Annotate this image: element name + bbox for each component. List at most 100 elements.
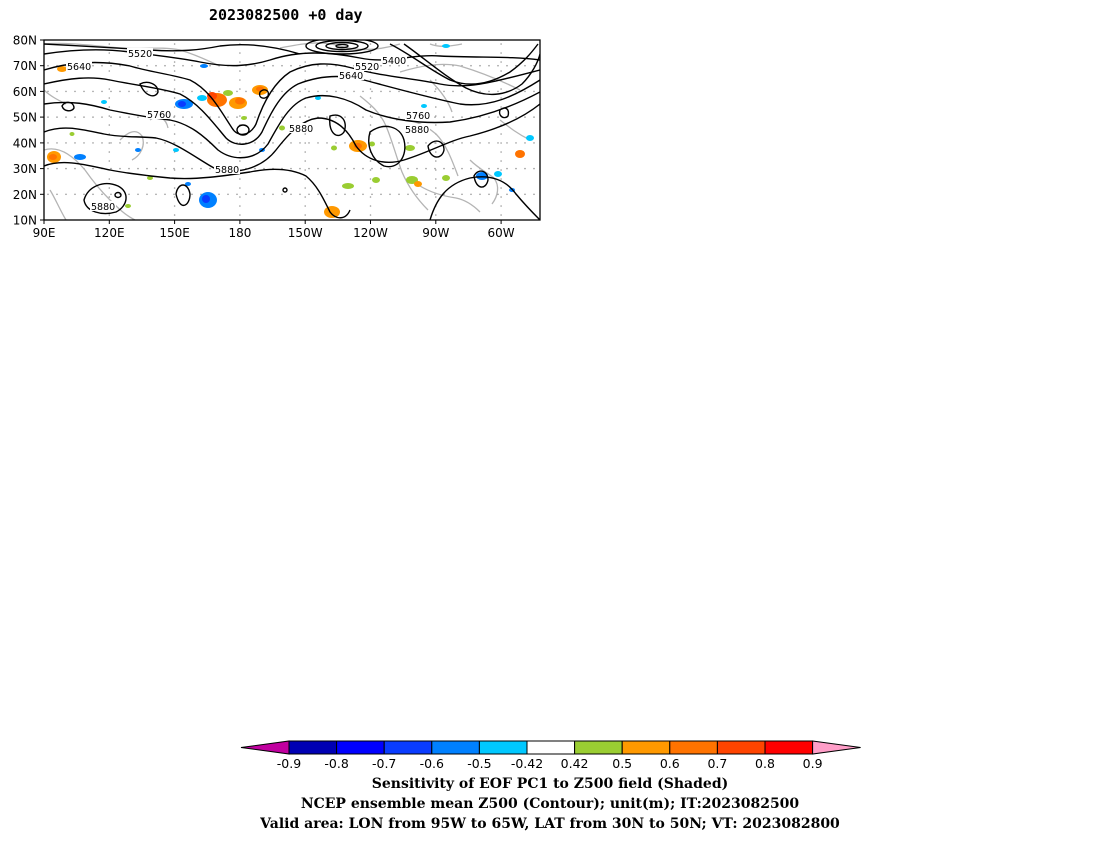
grid-dot xyxy=(369,214,372,216)
lon-label: 90E xyxy=(33,226,56,240)
lon-label: 90W xyxy=(422,226,449,240)
grid-dot xyxy=(164,193,166,196)
grid-dot xyxy=(308,193,310,196)
lat-label: 40N xyxy=(13,136,37,150)
grid-dot xyxy=(254,142,256,144)
grid-dot xyxy=(470,167,472,170)
grid-dot xyxy=(74,90,76,93)
grid-dot xyxy=(239,151,241,153)
contour-label: 5520 xyxy=(128,49,152,60)
grid-dot xyxy=(362,116,364,118)
grid-dot xyxy=(173,79,176,81)
grid-dot xyxy=(110,167,112,170)
grid-dot xyxy=(173,61,176,63)
grid-dot xyxy=(191,193,193,196)
grid-dot xyxy=(524,64,526,67)
grid-dot xyxy=(407,64,409,67)
grid-dot xyxy=(380,193,382,196)
grid-dot xyxy=(533,193,535,196)
grid-dot xyxy=(108,187,111,189)
grid-dot xyxy=(173,133,176,135)
grid-dot xyxy=(369,79,372,81)
grid-dot xyxy=(83,90,85,93)
colorbar-box xyxy=(621,740,671,755)
grid-dot xyxy=(92,64,94,67)
grid-dot xyxy=(92,167,94,170)
grid-dot xyxy=(254,64,256,67)
grid-dot xyxy=(227,193,229,196)
grid-dot xyxy=(164,167,166,170)
colorbar-box xyxy=(383,740,433,755)
colorbar-box xyxy=(288,740,338,755)
grid-dot xyxy=(506,167,508,170)
grid-dot xyxy=(108,142,111,144)
caption-line-3: Valid area: LON from 95W to 65W, LAT fro… xyxy=(260,816,840,832)
grid-dot xyxy=(218,193,220,196)
contour-label: 5520 xyxy=(355,62,379,73)
colorbar-label: 0.7 xyxy=(707,756,727,771)
grid-dot xyxy=(317,142,319,144)
grid-dot xyxy=(272,142,274,144)
lat-label: 80N xyxy=(13,34,37,48)
grid-dot xyxy=(137,142,139,144)
grid-dot xyxy=(304,196,307,198)
grid-dot xyxy=(128,193,130,196)
grid-dot xyxy=(173,106,176,108)
grid-dot xyxy=(500,43,502,45)
grid-dot xyxy=(74,167,76,170)
lat-label: 10N xyxy=(13,214,37,228)
grid-dot xyxy=(304,205,307,207)
grid-dot xyxy=(308,167,310,170)
grid-dot xyxy=(137,90,139,93)
grid-dot xyxy=(254,193,256,196)
grid-dot xyxy=(326,193,328,196)
grid-dot xyxy=(65,142,67,144)
grid-dot xyxy=(435,214,437,216)
lat-label: 70N xyxy=(13,59,37,73)
grid-dot xyxy=(272,90,274,93)
colorbar-label: 0.42 xyxy=(561,756,589,771)
grid-dot xyxy=(119,167,121,170)
grid-dot xyxy=(500,106,502,108)
grid-dot xyxy=(263,193,265,196)
colorbar-box xyxy=(574,740,623,755)
grid-dot xyxy=(239,205,241,207)
grid-dot xyxy=(65,90,67,93)
grid-dot xyxy=(304,61,307,63)
grid-dot xyxy=(299,64,301,67)
grid-dot xyxy=(452,116,454,118)
grid-dot xyxy=(470,64,472,67)
grid-dot xyxy=(407,193,409,196)
grid-dot xyxy=(108,151,111,153)
grid-dot xyxy=(108,160,111,162)
grid-dot xyxy=(173,97,176,99)
grid-dot xyxy=(56,90,58,93)
grid-dot xyxy=(479,64,481,67)
grid-dot xyxy=(524,142,526,144)
colorbar-labels: -0.9 -0.8 -0.7 -0.6 -0.5 -0.42 0.42 0.5 … xyxy=(277,756,823,771)
grid-dot xyxy=(128,90,130,93)
grid-dot xyxy=(435,106,437,108)
map-title: 2023082500 +0 day xyxy=(209,6,363,24)
grid-dot xyxy=(515,64,517,67)
grid-dot xyxy=(108,115,111,117)
grid-dot xyxy=(146,167,148,170)
grid-dot xyxy=(344,193,346,196)
grid-dot xyxy=(173,160,176,162)
map-figure: 5520 5640 5400 5520 5640 5760 5880 5760 … xyxy=(13,34,541,240)
grid-dot xyxy=(47,64,49,67)
grid-dot xyxy=(200,167,202,170)
grid-dot xyxy=(369,205,372,207)
grid-dot xyxy=(304,169,307,171)
grid-dot xyxy=(500,214,502,216)
grid-dot xyxy=(533,90,535,93)
contour-label: 5640 xyxy=(67,62,91,73)
grid-dot xyxy=(173,70,176,72)
colorbar-label: -0.7 xyxy=(372,756,396,771)
grid-dot xyxy=(443,167,445,170)
grid-dot xyxy=(299,116,301,118)
grid-dot xyxy=(500,52,502,54)
grid-dot xyxy=(389,90,391,93)
grid-dot xyxy=(326,116,328,118)
grid-dot xyxy=(254,167,256,170)
